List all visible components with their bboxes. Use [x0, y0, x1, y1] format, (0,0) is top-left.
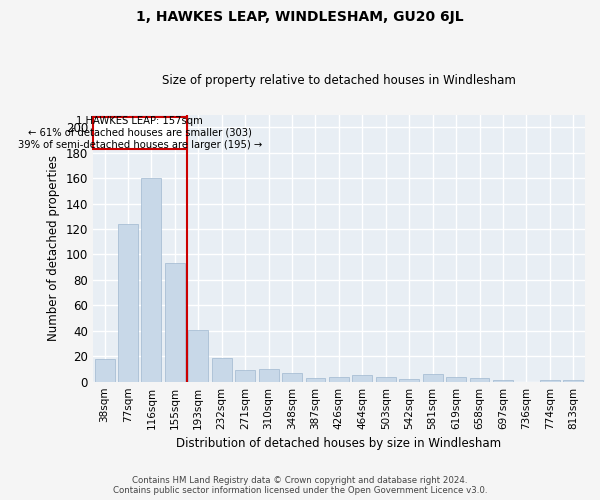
Bar — [446, 376, 466, 382]
Bar — [399, 379, 419, 382]
Bar — [493, 380, 513, 382]
Bar — [423, 374, 443, 382]
Bar — [470, 378, 490, 382]
Text: 1, HAWKES LEAP, WINDLESHAM, GU20 6JL: 1, HAWKES LEAP, WINDLESHAM, GU20 6JL — [136, 10, 464, 24]
Text: 1 HAWKES LEAP: 157sqm
← 61% of detached houses are smaller (303)
39% of semi-det: 1 HAWKES LEAP: 157sqm ← 61% of detached … — [17, 116, 262, 150]
Bar — [188, 330, 208, 382]
Bar — [329, 376, 349, 382]
Text: Contains HM Land Registry data © Crown copyright and database right 2024.
Contai: Contains HM Land Registry data © Crown c… — [113, 476, 487, 495]
Bar — [235, 370, 255, 382]
Bar — [563, 380, 583, 382]
Bar — [259, 369, 278, 382]
Bar — [95, 359, 115, 382]
Title: Size of property relative to detached houses in Windlesham: Size of property relative to detached ho… — [162, 74, 516, 87]
FancyBboxPatch shape — [93, 117, 187, 149]
Bar — [212, 358, 232, 382]
Y-axis label: Number of detached properties: Number of detached properties — [47, 155, 60, 341]
Bar — [142, 178, 161, 382]
Bar — [376, 376, 396, 382]
Bar — [118, 224, 138, 382]
Bar — [540, 380, 560, 382]
X-axis label: Distribution of detached houses by size in Windlesham: Distribution of detached houses by size … — [176, 437, 502, 450]
Bar — [165, 264, 185, 382]
Bar — [352, 376, 373, 382]
Bar — [305, 378, 325, 382]
Bar — [282, 373, 302, 382]
